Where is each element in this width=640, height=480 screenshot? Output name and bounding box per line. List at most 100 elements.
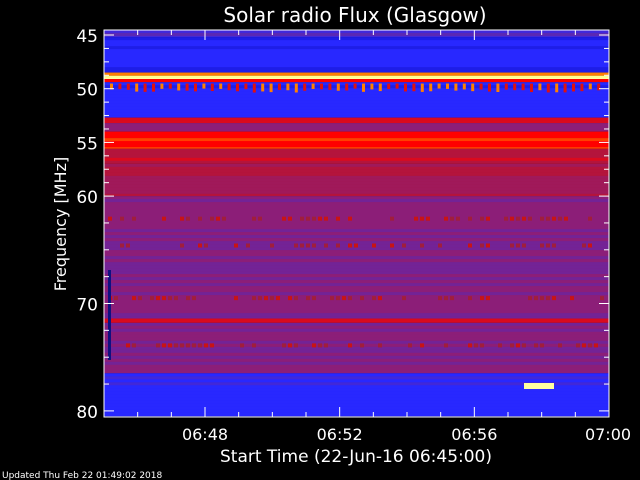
emission-dot — [438, 296, 442, 301]
band-texture — [104, 229, 609, 233]
band-texture — [104, 406, 609, 410]
emission-dot — [180, 216, 184, 221]
emission-dot — [120, 243, 124, 248]
emission-dot — [540, 343, 544, 348]
interference-spike — [311, 83, 315, 89]
interference-spike — [462, 83, 466, 90]
emission-dot — [180, 343, 184, 348]
emission-dot — [186, 216, 190, 221]
emission-dot — [474, 343, 478, 348]
x-tick-label: 06:48 — [182, 425, 228, 444]
emission-dot — [576, 343, 580, 348]
y-axis-label: Frequency [MHz] — [51, 157, 70, 291]
emission-dot — [204, 343, 208, 348]
emission-dot — [348, 343, 352, 348]
emission-dot — [114, 296, 118, 301]
band-texture — [104, 247, 609, 251]
band-texture — [104, 49, 609, 53]
band-texture — [104, 367, 609, 371]
interference-spike — [362, 83, 365, 92]
band-texture — [104, 286, 609, 290]
emission-dot — [342, 296, 346, 301]
interference-spike — [353, 83, 357, 89]
emission-dot — [582, 243, 586, 248]
emission-dot — [336, 296, 340, 301]
emission-dot — [270, 243, 274, 248]
band-texture — [104, 55, 609, 59]
emission-dot — [468, 343, 472, 348]
band-texture — [104, 382, 609, 386]
band-texture — [104, 295, 609, 299]
interference-spike — [118, 83, 122, 90]
interference-spike — [328, 83, 332, 90]
emission-dot — [126, 343, 130, 348]
emission-dot — [132, 216, 136, 221]
band-texture — [104, 307, 609, 311]
emission-dot — [222, 216, 226, 221]
band-texture — [104, 262, 609, 266]
emission-dot — [252, 296, 256, 301]
band-texture — [104, 403, 609, 407]
emission-dot — [216, 216, 220, 221]
emission-dot — [252, 343, 256, 348]
band-texture — [104, 46, 609, 50]
emission-dot — [318, 343, 322, 348]
emission-dot — [288, 216, 292, 221]
interference-spike — [244, 83, 248, 90]
band-texture — [104, 79, 609, 83]
emission-dot — [480, 343, 484, 348]
band-texture — [104, 376, 609, 380]
band-texture — [104, 106, 609, 110]
emission-dot — [444, 343, 448, 348]
emission-dot — [174, 343, 178, 348]
interference-spike — [152, 83, 155, 92]
band-texture — [104, 37, 609, 41]
emission-dot — [558, 343, 562, 348]
emission-dot — [552, 243, 556, 248]
emission-dot — [378, 296, 382, 301]
band-texture — [104, 184, 609, 188]
emission-dot — [516, 216, 520, 221]
band-texture — [104, 325, 609, 329]
band-texture — [104, 238, 609, 242]
y-tick-label: 55 — [76, 134, 98, 154]
emission-dot — [420, 216, 424, 221]
band-texture — [104, 343, 609, 347]
emission-dot — [156, 343, 160, 348]
band-texture — [104, 208, 609, 212]
emission-dot — [264, 296, 268, 301]
band-texture — [104, 358, 609, 362]
band-texture — [104, 147, 609, 149]
y-tick-label: 60 — [76, 188, 98, 208]
emission-dot — [180, 243, 184, 248]
band-texture — [104, 178, 609, 182]
emission-dot — [360, 343, 364, 348]
band-texture — [104, 388, 609, 392]
band-texture — [104, 331, 609, 335]
band-texture — [104, 355, 609, 359]
emission-dot — [504, 216, 508, 221]
band-texture — [104, 394, 609, 398]
emission-dot — [324, 243, 328, 248]
emission-dot — [516, 343, 520, 348]
band-texture — [104, 352, 609, 356]
band-texture — [104, 253, 609, 257]
emission-dot — [336, 243, 340, 248]
emission-dot — [276, 296, 280, 301]
interference-spike — [513, 83, 517, 91]
band-texture — [104, 385, 609, 389]
emission-dot — [546, 243, 550, 248]
burst-feature — [524, 383, 554, 389]
band-texture — [104, 373, 609, 377]
band-texture — [104, 94, 609, 98]
emission-dot — [312, 243, 316, 248]
band-texture — [104, 235, 609, 239]
band-texture — [104, 364, 609, 368]
emission-dot — [456, 216, 460, 221]
emission-dot — [282, 343, 286, 348]
band-texture — [104, 151, 609, 155]
interference-spike — [202, 83, 206, 89]
band-texture — [104, 115, 609, 118]
emission-dot — [444, 296, 448, 301]
